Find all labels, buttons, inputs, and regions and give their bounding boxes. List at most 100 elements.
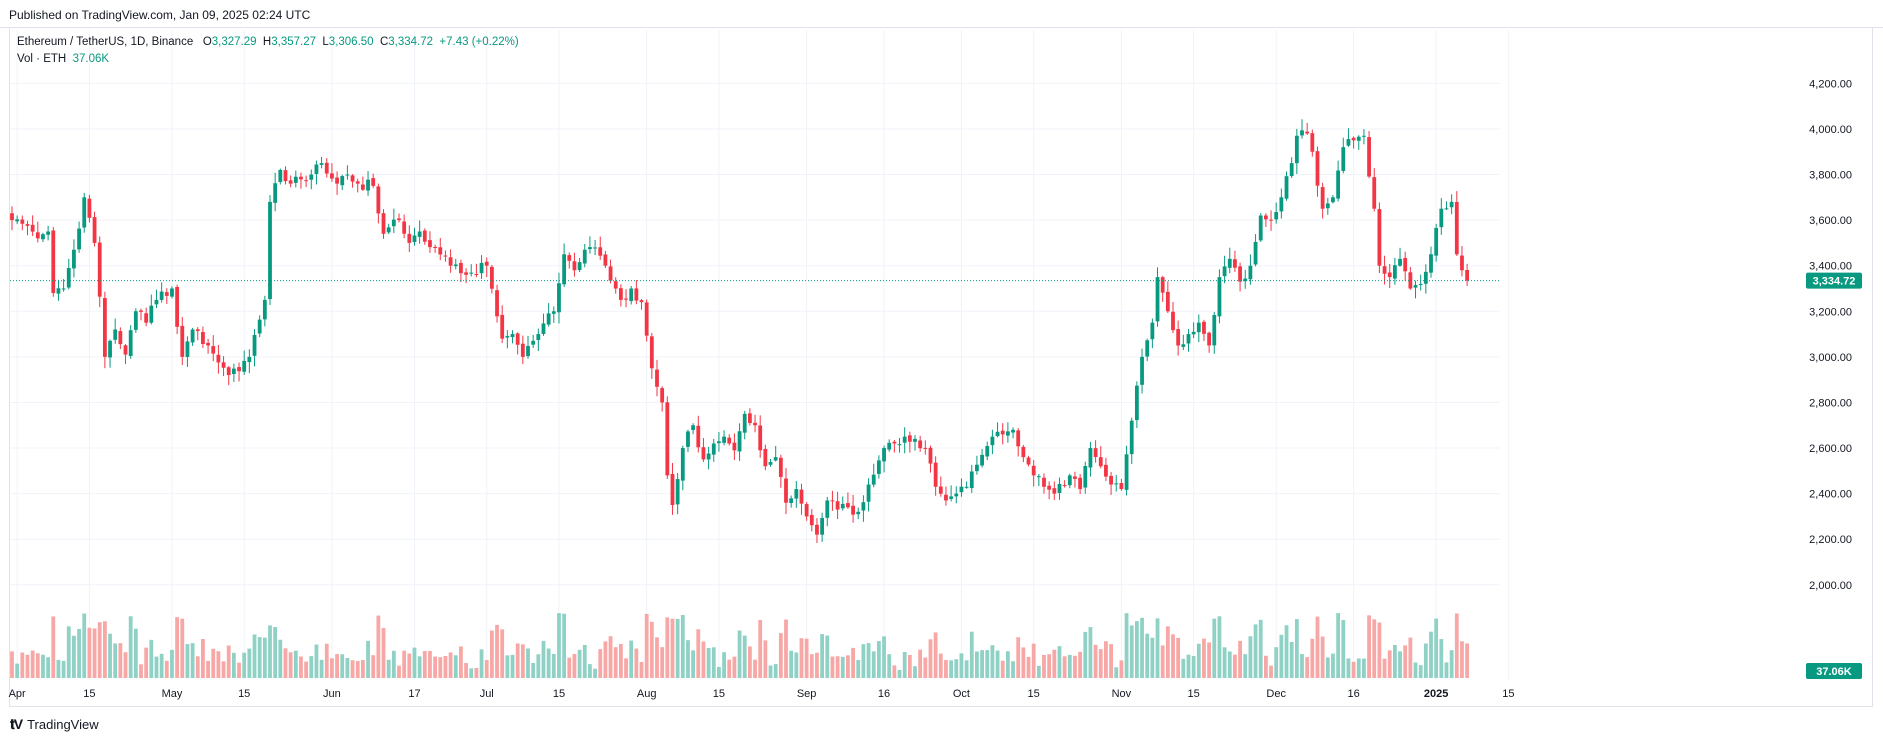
candle-body xyxy=(768,462,773,465)
volume-bar xyxy=(758,620,763,678)
candle-body xyxy=(1233,259,1237,268)
candle-body xyxy=(851,505,855,515)
volume-bar xyxy=(969,631,974,678)
volume-bar xyxy=(1109,644,1113,678)
volume-bar xyxy=(1269,665,1273,678)
volume-bar xyxy=(391,650,396,678)
volume-bar xyxy=(742,635,747,678)
volume-bar xyxy=(1465,643,1470,678)
candle-body xyxy=(1460,255,1464,271)
candle-body xyxy=(407,233,412,243)
candle-body xyxy=(335,177,339,184)
volume-bar xyxy=(252,634,257,678)
candle-body xyxy=(670,474,675,506)
candle-body xyxy=(268,201,272,300)
candle-body xyxy=(1320,187,1325,209)
volume-bar xyxy=(737,630,742,678)
candle-body xyxy=(206,342,210,346)
x-tick-label: Nov xyxy=(1112,688,1132,700)
volume-bar xyxy=(1449,650,1454,678)
candle-body xyxy=(345,174,350,176)
volume-bar xyxy=(335,654,339,678)
volume-bar xyxy=(1460,641,1464,678)
candle-body xyxy=(520,343,525,357)
volume-bar xyxy=(46,657,51,678)
volume-bar xyxy=(92,628,97,678)
volume-bar xyxy=(221,661,226,678)
candle-body xyxy=(1372,177,1377,209)
candle-body xyxy=(170,288,174,297)
candle-body xyxy=(691,425,696,430)
candle-body xyxy=(1238,266,1242,282)
candle-body xyxy=(1331,197,1335,203)
volume-bar xyxy=(195,656,200,678)
volume-bar xyxy=(660,647,665,678)
candle-body xyxy=(10,213,14,221)
chart-frame xyxy=(9,27,1873,707)
volume-bar xyxy=(711,647,716,678)
candle-body xyxy=(562,254,567,285)
volume-bar xyxy=(840,656,845,678)
volume-bar xyxy=(1227,651,1232,678)
candle-body xyxy=(304,180,309,182)
candle-body xyxy=(717,441,721,444)
candle-body xyxy=(288,180,293,184)
candle-body xyxy=(139,310,143,312)
volume-bar xyxy=(531,662,536,678)
volume-bar xyxy=(1186,654,1191,678)
x-tick-label: 15 xyxy=(713,688,725,700)
candle-body xyxy=(1398,258,1402,266)
volume-bar xyxy=(515,643,520,678)
candle-body xyxy=(386,227,391,233)
candle-body xyxy=(247,356,252,363)
candles xyxy=(10,119,1470,544)
volume-bar xyxy=(990,645,995,678)
volume-bar xyxy=(505,655,510,678)
volume-bar xyxy=(1418,665,1423,678)
volume-bar xyxy=(1042,654,1046,678)
volume-bar xyxy=(139,664,143,678)
candle-body xyxy=(959,486,964,493)
candle-body xyxy=(1263,215,1268,220)
candle-body xyxy=(1036,476,1041,478)
candle-body xyxy=(727,437,732,444)
x-tick-label: 15 xyxy=(1188,688,1200,700)
volume-bar xyxy=(154,656,159,678)
candle-body xyxy=(1155,277,1160,322)
candle-body xyxy=(92,217,97,243)
volume-bar xyxy=(1362,658,1366,678)
candle-body xyxy=(665,402,670,476)
candle-body xyxy=(66,268,71,288)
candle-body xyxy=(990,436,995,446)
candle-body xyxy=(567,255,572,261)
open-label: O xyxy=(202,36,212,48)
candle-body xyxy=(278,169,283,182)
volume-bar xyxy=(1346,658,1351,678)
volume-bar xyxy=(1140,617,1144,678)
volume-bar xyxy=(386,659,391,678)
candle-body xyxy=(582,249,587,264)
volume-bar xyxy=(443,656,448,678)
candle-body xyxy=(804,504,809,517)
x-tick-label: May xyxy=(162,688,183,700)
volume-bar xyxy=(72,635,76,678)
candle-body xyxy=(928,447,933,464)
volume-bar xyxy=(933,632,938,678)
candle-body xyxy=(608,266,613,281)
candle-body xyxy=(902,436,907,443)
x-tick-label: Jul xyxy=(480,688,494,700)
volume-bar xyxy=(242,652,247,678)
volume-bar xyxy=(1134,621,1139,678)
candle-body xyxy=(1377,209,1382,266)
candle-body xyxy=(1387,272,1392,278)
candle-body xyxy=(46,231,51,235)
candle-body xyxy=(618,288,623,300)
candle-body xyxy=(840,503,845,509)
volume-bar xyxy=(288,652,293,678)
volume-bar xyxy=(1093,644,1098,678)
volume-bar xyxy=(489,630,494,678)
volume-bar xyxy=(226,645,231,678)
volume-bar xyxy=(1248,636,1253,678)
candle-body xyxy=(871,474,876,485)
